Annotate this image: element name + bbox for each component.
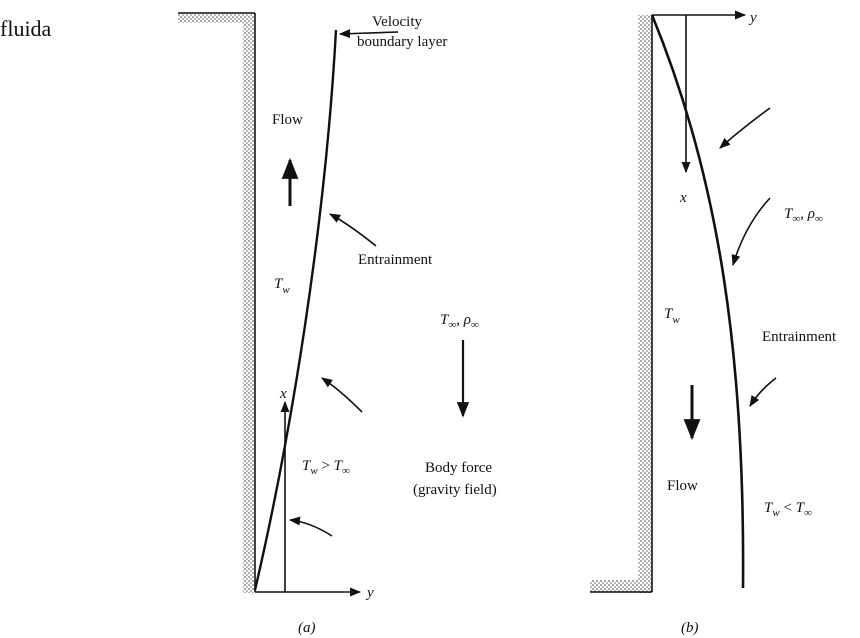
subscript: w (282, 284, 290, 296)
flow-label: Flow (272, 112, 303, 128)
separator: , (456, 312, 464, 328)
panel-label: (a) (298, 620, 316, 636)
entrainment-arrow (750, 378, 776, 406)
diagram: fluida y x Velocity boundary layer Flow … (0, 0, 860, 638)
velocity-label: Velocity (372, 14, 422, 30)
symbol: ρ (807, 206, 815, 222)
body-force-label: Body force (425, 460, 492, 476)
subscript: ∞ (448, 319, 456, 331)
axis-label: y (365, 585, 374, 601)
wall-temp: Tw (664, 306, 680, 326)
axis-label: y (748, 10, 757, 26)
subscript: ∞ (815, 213, 823, 225)
wall (638, 15, 651, 593)
operator: < (780, 500, 796, 516)
entrainment-arrow (290, 520, 332, 536)
body-force-label: (gravity field) (413, 482, 497, 498)
entrainment-arrow (733, 198, 770, 265)
wall-temp: Tw (274, 276, 290, 296)
ambient-label: T∞, ρ∞ (440, 312, 479, 331)
entrainment-arrow (322, 378, 362, 412)
axis-label: x (679, 190, 687, 206)
entrainment-label: Entrainment (762, 329, 837, 345)
boundary-layer (652, 15, 743, 588)
operator: > (318, 458, 334, 474)
subscript: ∞ (471, 319, 479, 331)
flow-label: Flow (667, 478, 698, 494)
entrainment-label: Entrainment (358, 252, 433, 268)
ambient-label: T∞, ρ∞ (784, 206, 823, 225)
axis-label: x (279, 386, 287, 402)
separator: , (800, 206, 808, 222)
wall (243, 13, 255, 593)
wall-bottom (590, 580, 652, 592)
panel-label: (b) (681, 620, 699, 636)
entrainment-arrow (330, 214, 376, 246)
subscript: ∞ (342, 465, 350, 477)
panel-b: y x T∞, ρ∞ Tw Entrainment Flow Tw < T∞ (… (590, 10, 837, 636)
symbol: ρ (463, 312, 471, 328)
entrainment-arrow (720, 108, 770, 148)
condition: Tw < T∞ (764, 500, 812, 519)
wall-top (178, 13, 250, 23)
velocity-label: boundary layer (357, 34, 447, 50)
condition: Tw > T∞ (302, 458, 350, 477)
panel-a: y x Velocity boundary layer Flow Entrain… (178, 13, 497, 636)
caption-fragment: fluida (0, 16, 52, 41)
subscript: w (672, 314, 680, 326)
subscript: ∞ (804, 507, 812, 519)
subscript: ∞ (792, 213, 800, 225)
